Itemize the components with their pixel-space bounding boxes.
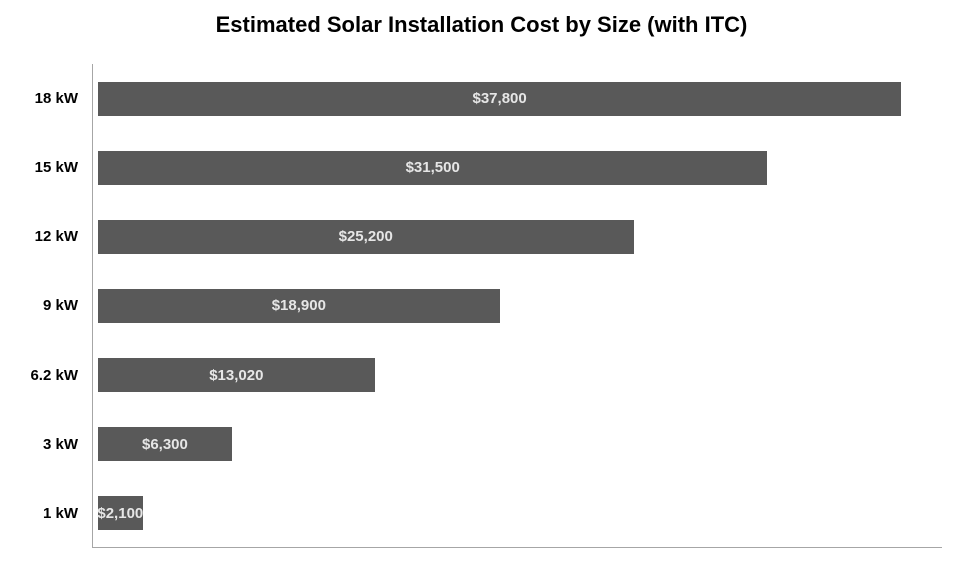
chart-title: Estimated Solar Installation Cost by Siz… [0, 12, 963, 38]
y-axis-label: 1 kW [43, 505, 78, 522]
bar: $37,800 [98, 82, 901, 116]
bar-row: 12 kW$25,200 [92, 220, 942, 254]
bar: $18,900 [98, 289, 500, 323]
y-axis-label: 9 kW [43, 297, 78, 314]
bar-value-label: $2,100 [97, 505, 143, 522]
y-axis-label: 3 kW [43, 436, 78, 453]
bar-rows: 18 kW$37,800 15 kW$31,500 12 kW$25,200 9 kW… [92, 64, 942, 548]
bar: $25,200 [98, 220, 634, 254]
bar: $13,020 [98, 358, 375, 392]
bar-value-label: $6,300 [142, 436, 188, 453]
bar-row: 9 kW$18,900 [92, 289, 942, 323]
bar-row: 6.2 kW$13,020 [92, 358, 942, 392]
bar-value-label: $13,020 [209, 367, 263, 384]
bar-value-label: $31,500 [406, 159, 460, 176]
bar-row: 15 kW$31,500 [92, 151, 942, 185]
bar-row: 3 kW$6,300 [92, 427, 942, 461]
bar: $6,300 [98, 427, 232, 461]
y-axis-label: 6.2 kW [30, 367, 78, 384]
y-axis-label: 18 kW [35, 90, 78, 107]
bar: $31,500 [98, 151, 767, 185]
bar-value-label: $18,900 [272, 297, 326, 314]
bar-row: 1 kW$2,100 [92, 496, 942, 530]
y-axis-label: 12 kW [35, 228, 78, 245]
bar: $2,100 [98, 496, 143, 530]
y-axis-label: 15 kW [35, 159, 78, 176]
bar-value-label: $25,200 [339, 228, 393, 245]
bar-row: 18 kW$37,800 [92, 82, 942, 116]
plot-area: 18 kW$37,800 15 kW$31,500 12 kW$25,200 9 kW… [92, 64, 942, 548]
bar-value-label: $37,800 [473, 90, 527, 107]
chart-container: Estimated Solar Installation Cost by Siz… [0, 0, 963, 564]
